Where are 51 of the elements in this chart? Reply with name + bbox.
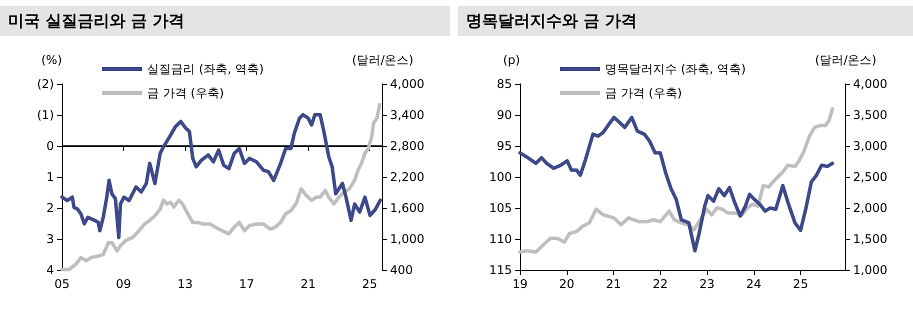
x-tick-label: 13	[177, 277, 193, 291]
y2-axis-title: (달러/온스)	[352, 53, 414, 67]
x-tick-label: 23	[699, 277, 715, 291]
y-tick-label: 1	[46, 170, 54, 184]
y-tick-label: 0	[46, 139, 54, 153]
y-tick-label: 4	[46, 263, 54, 277]
x-tick-label: 21	[300, 277, 316, 291]
y2-tick-label: 4,000	[853, 77, 888, 91]
chart-title: 미국 실질금리와 금 가격	[0, 6, 450, 36]
x-tick-label: 21	[606, 277, 622, 291]
y-tick-label: 110	[489, 232, 512, 246]
y2-tick-label: 2,200	[390, 170, 424, 184]
x-tick-label: 05	[54, 277, 70, 291]
x-tick-label: 20	[559, 277, 574, 291]
y2-tick-label: 2,500	[853, 170, 888, 184]
y-tick-label: (1)	[37, 108, 54, 122]
y-tick-label: 95	[496, 139, 512, 153]
y-axis-title: (%)	[41, 53, 62, 67]
x-tick-label: 24	[746, 277, 762, 291]
y2-axis-title: (달러/온스)	[815, 53, 876, 67]
legend-label: 금 가격 (우축)	[147, 86, 224, 100]
y2-tick-label: 3,000	[853, 139, 888, 153]
x-tick-label: 09	[116, 277, 132, 291]
y-axis-title: (p)	[503, 53, 520, 67]
y2-tick-label: 2,800	[390, 139, 424, 153]
y2-tick-label: 1,000	[390, 232, 424, 246]
y-tick-label: 85	[496, 77, 512, 91]
y-tick-label: 100	[489, 170, 512, 184]
y-tick-label: 105	[489, 201, 512, 215]
y2-tick-label: 4,000	[390, 77, 424, 91]
x-tick-label: 22	[652, 277, 668, 291]
y2-tick-label: 3,500	[853, 108, 888, 122]
chart-title: 명목달러지수와 금 가격	[458, 6, 913, 36]
x-tick-label: 17	[238, 277, 254, 291]
x-tick-label: 25	[362, 277, 378, 291]
y2-tick-label: 3,400	[390, 108, 424, 122]
y2-tick-label: 1,600	[390, 201, 424, 215]
y-tick-label: 3	[46, 232, 54, 246]
x-tick-label: 25	[792, 277, 808, 291]
y2-tick-label: 1,000	[853, 263, 888, 277]
y2-tick-label: 400	[390, 263, 413, 277]
y2-tick-label: 1,500	[853, 232, 888, 246]
y-tick-label: 2	[46, 201, 54, 215]
y-tick-label: (2)	[37, 77, 54, 91]
y-tick-label: 90	[496, 108, 512, 122]
y2-tick-label: 2,000	[853, 201, 888, 215]
legend-label: 명목달러지수 (좌축, 역축)	[605, 62, 746, 76]
y-tick-label: 115	[489, 263, 512, 277]
legend-label: 금 가격 (우축)	[605, 86, 682, 100]
legend-label: 실질금리 (좌축, 역축)	[147, 62, 264, 76]
x-tick-label: 19	[512, 277, 528, 291]
